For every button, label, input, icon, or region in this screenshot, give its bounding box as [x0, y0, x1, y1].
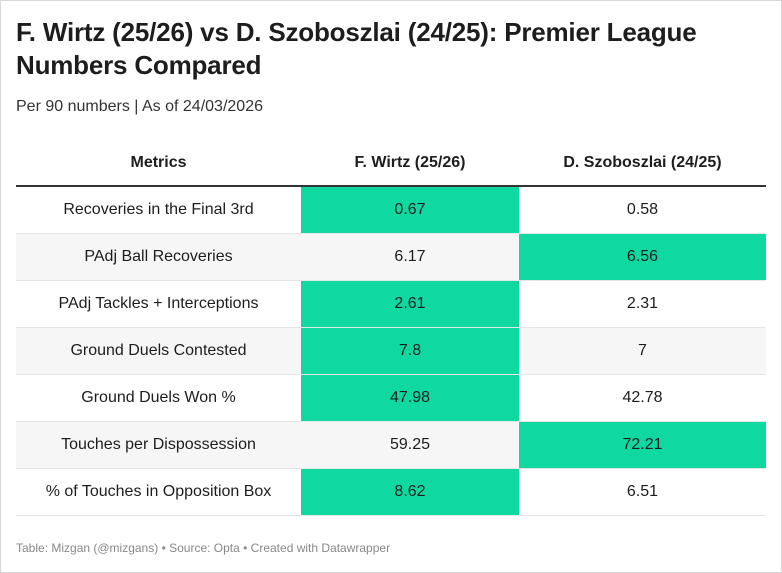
- header-wirtz[interactable]: F. Wirtz (25/26): [301, 141, 519, 187]
- metric-cell: PAdj Tackles + Interceptions: [16, 280, 301, 328]
- szoboszlai-value-cell: 0.58: [519, 186, 766, 234]
- szoboszlai-value-cell: 7: [519, 327, 766, 375]
- metric-cell: PAdj Ball Recoveries: [16, 233, 301, 281]
- comparison-table: Metrics F. Wirtz (25/26) D. Szoboszlai (…: [16, 141, 766, 516]
- table-row: Ground Duels Won % 47.98 42.78: [16, 374, 766, 422]
- metric-cell: Recoveries in the Final 3rd: [16, 186, 301, 234]
- table-row: PAdj Ball Recoveries 6.17 6.56: [16, 233, 766, 281]
- table-row: Ground Duels Contested 7.8 7: [16, 327, 766, 375]
- wirtz-value-cell: 8.62: [301, 468, 519, 516]
- chart-footer: Table: Mizgan (@mizgans) • Source: Opta …: [16, 541, 391, 555]
- table-row: PAdj Tackles + Interceptions 2.61 2.31: [16, 280, 766, 328]
- szoboszlai-value-cell: 2.31: [519, 280, 766, 328]
- metric-cell: Ground Duels Contested: [16, 327, 301, 375]
- chart-subtitle: Per 90 numbers | As of 24/03/2026: [16, 98, 263, 115]
- table-row: Touches per Dispossession 59.25 72.21: [16, 421, 766, 469]
- metric-cell: Ground Duels Won %: [16, 374, 301, 422]
- metric-cell: % of Touches in Opposition Box: [16, 468, 301, 516]
- szoboszlai-value-cell: 6.56: [519, 233, 766, 281]
- wirtz-value-cell: 7.8: [301, 327, 519, 375]
- wirtz-value-cell: 0.67: [301, 186, 519, 234]
- header-szoboszlai[interactable]: D. Szoboszlai (24/25): [519, 141, 766, 187]
- table-row: % of Touches in Opposition Box 8.62 6.51: [16, 468, 766, 516]
- wirtz-value-cell: 6.17: [301, 233, 519, 281]
- szoboszlai-value-cell: 72.21: [519, 421, 766, 469]
- wirtz-value-cell: 47.98: [301, 374, 519, 422]
- metric-cell: Touches per Dispossession: [16, 421, 301, 469]
- wirtz-value-cell: 2.61: [301, 280, 519, 328]
- chart-title: F. Wirtz (25/26) vs D. Szoboszlai (24/25…: [16, 17, 697, 80]
- header-row: Metrics F. Wirtz (25/26) D. Szoboszlai (…: [16, 141, 766, 187]
- header-metrics[interactable]: Metrics: [16, 141, 301, 187]
- table-body: Recoveries in the Final 3rd 0.67 0.58 PAdj …: [16, 186, 766, 516]
- szoboszlai-value-cell: 6.51: [519, 468, 766, 516]
- wirtz-value-cell: 59.25: [301, 421, 519, 469]
- table-row: Recoveries in the Final 3rd 0.67 0.58: [16, 186, 766, 234]
- szoboszlai-value-cell: 42.78: [519, 374, 766, 422]
